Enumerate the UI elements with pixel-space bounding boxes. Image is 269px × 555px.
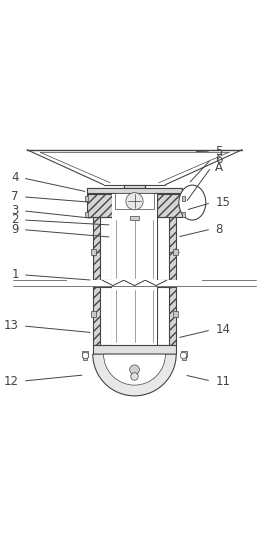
- Bar: [182, 211, 185, 217]
- Bar: [93, 217, 100, 280]
- Polygon shape: [27, 150, 242, 185]
- Bar: [82, 351, 88, 357]
- Bar: [91, 311, 96, 317]
- Bar: [182, 356, 186, 360]
- Text: 1: 1: [11, 268, 19, 281]
- Text: 9: 9: [11, 223, 19, 236]
- Bar: [124, 185, 145, 191]
- Ellipse shape: [179, 185, 206, 220]
- Bar: [130, 216, 139, 220]
- Bar: [181, 351, 187, 357]
- Bar: [169, 217, 176, 280]
- Text: 3: 3: [12, 204, 19, 218]
- Circle shape: [131, 373, 138, 380]
- Bar: [112, 194, 157, 217]
- Text: 5: 5: [215, 144, 222, 158]
- Text: 8: 8: [215, 223, 222, 235]
- Bar: [93, 287, 100, 345]
- Bar: [173, 249, 178, 255]
- Text: 7: 7: [11, 190, 19, 203]
- Bar: [87, 194, 112, 217]
- Text: 11: 11: [215, 375, 230, 387]
- Text: 15: 15: [215, 196, 230, 209]
- Bar: [115, 193, 154, 209]
- Wedge shape: [93, 354, 176, 396]
- Bar: [169, 287, 176, 345]
- Circle shape: [82, 352, 89, 359]
- Bar: [87, 188, 182, 193]
- Text: 12: 12: [4, 375, 19, 387]
- Wedge shape: [104, 354, 165, 385]
- Bar: [157, 194, 182, 217]
- Bar: [67, 280, 202, 286]
- Circle shape: [180, 352, 187, 359]
- Bar: [173, 311, 178, 317]
- Bar: [85, 211, 88, 217]
- Text: 4: 4: [11, 171, 19, 184]
- Bar: [112, 217, 157, 280]
- Bar: [112, 287, 157, 345]
- Text: A: A: [215, 161, 223, 174]
- Text: 13: 13: [4, 320, 19, 332]
- Text: 2: 2: [11, 214, 19, 226]
- Text: 14: 14: [215, 324, 230, 336]
- Bar: [83, 356, 87, 360]
- Bar: [91, 249, 96, 255]
- Bar: [182, 196, 185, 201]
- Bar: [93, 345, 176, 354]
- Circle shape: [126, 193, 143, 210]
- Circle shape: [130, 365, 139, 375]
- Bar: [85, 196, 88, 201]
- Text: 6: 6: [215, 153, 223, 165]
- Polygon shape: [40, 153, 229, 183]
